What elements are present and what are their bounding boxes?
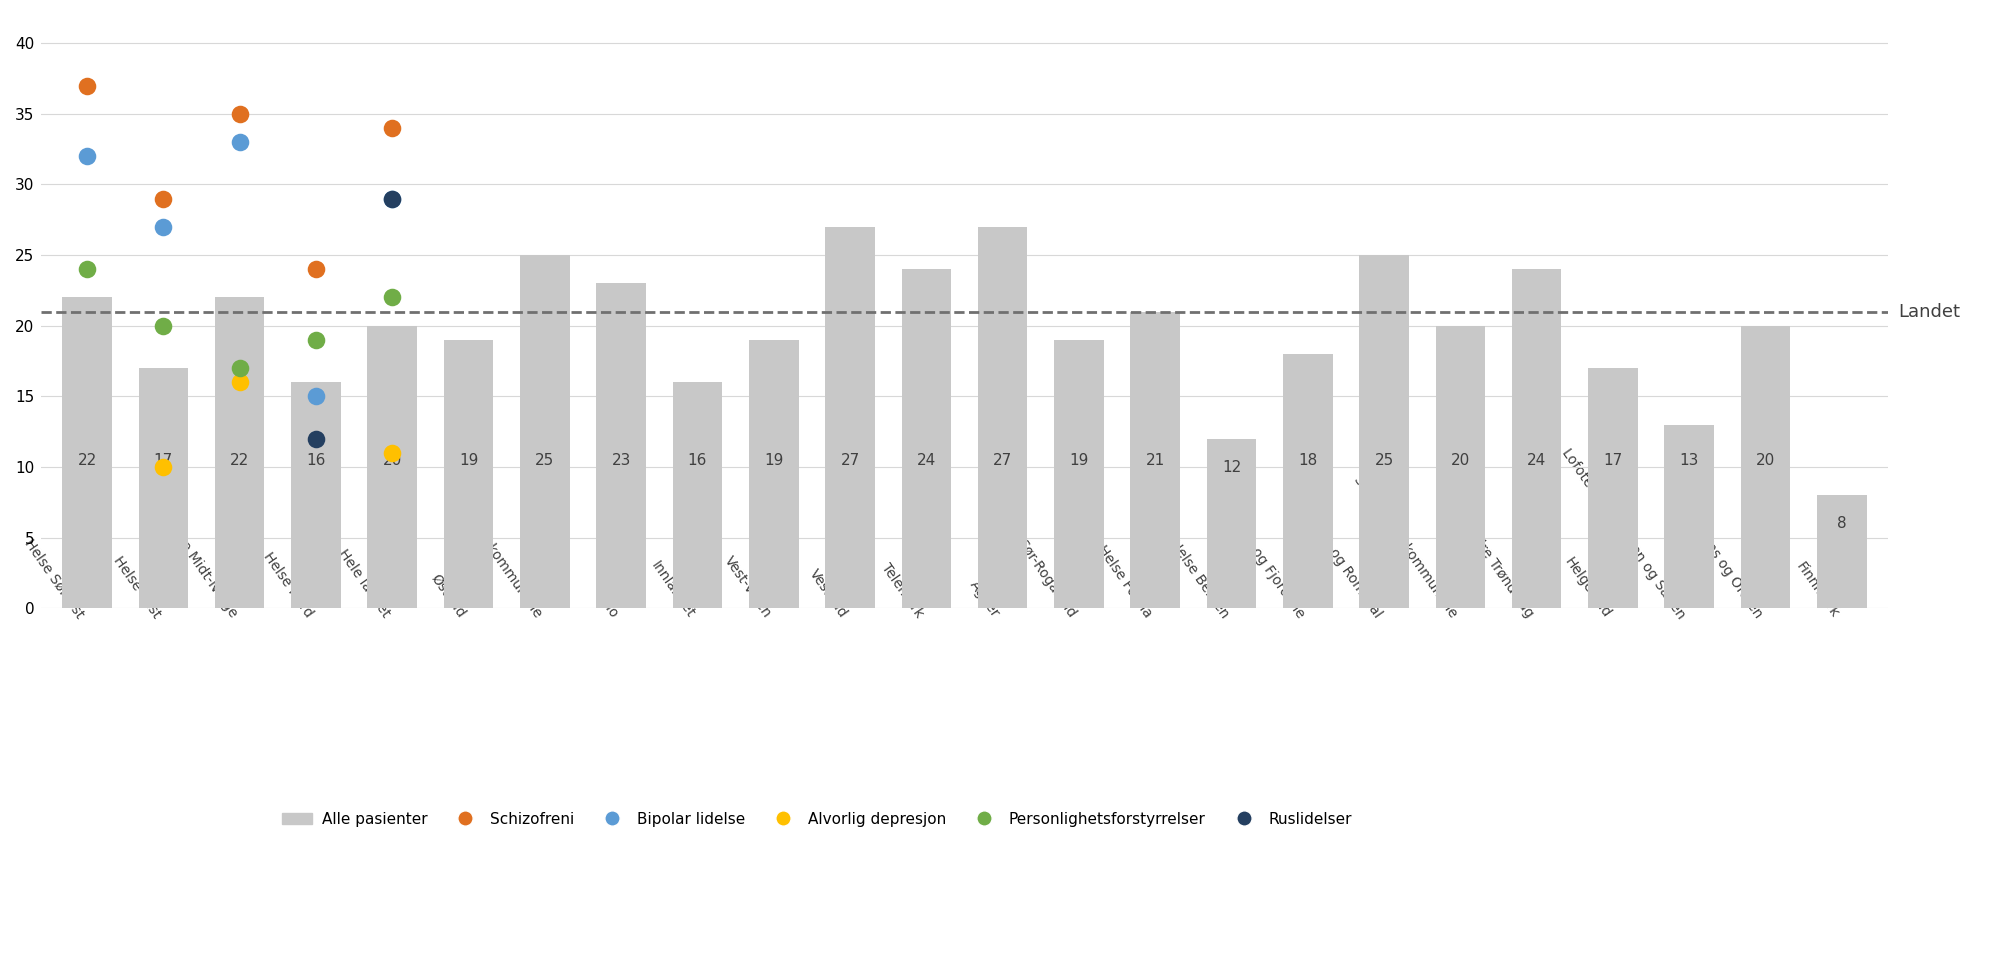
Text: 12: 12: [1222, 460, 1242, 475]
Bar: [1816, 495, 1867, 609]
Point: [377, 191, 409, 206]
Text: 25: 25: [1375, 453, 1393, 468]
Text: 20: 20: [1452, 453, 1470, 468]
Bar: [673, 382, 722, 609]
Text: 23: 23: [611, 453, 631, 468]
Text: 17: 17: [153, 453, 173, 468]
Bar: [1665, 425, 1714, 609]
Point: [147, 318, 179, 333]
Text: 27: 27: [994, 453, 1012, 468]
Legend: Alle pasienter, Schizofreni, Bipolar lidelse, Alvorlig depresjon, Personlighetsf: Alle pasienter, Schizofreni, Bipolar lid…: [276, 806, 1357, 833]
Text: 22: 22: [77, 453, 97, 468]
Point: [300, 262, 333, 277]
Text: 24: 24: [1526, 453, 1546, 468]
Text: 21: 21: [1145, 453, 1165, 468]
Bar: [1359, 255, 1409, 609]
Point: [224, 134, 256, 149]
Bar: [444, 340, 494, 609]
Bar: [1740, 325, 1790, 609]
Bar: [367, 325, 417, 609]
Text: 8: 8: [1837, 517, 1847, 531]
Text: 27: 27: [841, 453, 859, 468]
Text: 16: 16: [306, 453, 327, 468]
Point: [377, 191, 409, 206]
Bar: [825, 227, 875, 609]
Bar: [520, 255, 571, 609]
Point: [71, 262, 103, 277]
Bar: [1512, 270, 1562, 609]
Text: 19: 19: [460, 453, 478, 468]
Text: 13: 13: [1679, 453, 1699, 468]
Point: [147, 459, 179, 475]
Point: [147, 191, 179, 206]
Bar: [290, 382, 341, 609]
Bar: [1054, 340, 1103, 609]
Point: [224, 374, 256, 390]
Point: [71, 78, 103, 94]
Bar: [1435, 325, 1486, 609]
Bar: [1589, 368, 1637, 609]
Text: 19: 19: [1068, 453, 1089, 468]
Point: [377, 120, 409, 136]
Text: 17: 17: [1603, 453, 1623, 468]
Text: 25: 25: [534, 453, 554, 468]
Bar: [216, 298, 264, 609]
Point: [147, 219, 179, 234]
Bar: [748, 340, 798, 609]
Text: 20: 20: [383, 453, 401, 468]
Text: 20: 20: [1756, 453, 1776, 468]
Text: 19: 19: [764, 453, 784, 468]
Point: [300, 332, 333, 348]
Point: [300, 431, 333, 446]
Bar: [597, 283, 645, 609]
Bar: [1131, 312, 1179, 609]
Point: [300, 389, 333, 404]
Text: 16: 16: [687, 453, 708, 468]
Text: 24: 24: [917, 453, 935, 468]
Point: [224, 106, 256, 122]
Text: 18: 18: [1298, 453, 1316, 468]
Point: [71, 149, 103, 164]
Bar: [1282, 354, 1333, 609]
Text: 22: 22: [230, 453, 250, 468]
Bar: [901, 270, 952, 609]
Bar: [1208, 439, 1256, 609]
Point: [377, 290, 409, 306]
Point: [224, 361, 256, 376]
Point: [377, 446, 409, 461]
Bar: [139, 368, 187, 609]
Bar: [978, 227, 1028, 609]
Bar: [62, 298, 113, 609]
Text: Landet: Landet: [1899, 303, 1962, 320]
